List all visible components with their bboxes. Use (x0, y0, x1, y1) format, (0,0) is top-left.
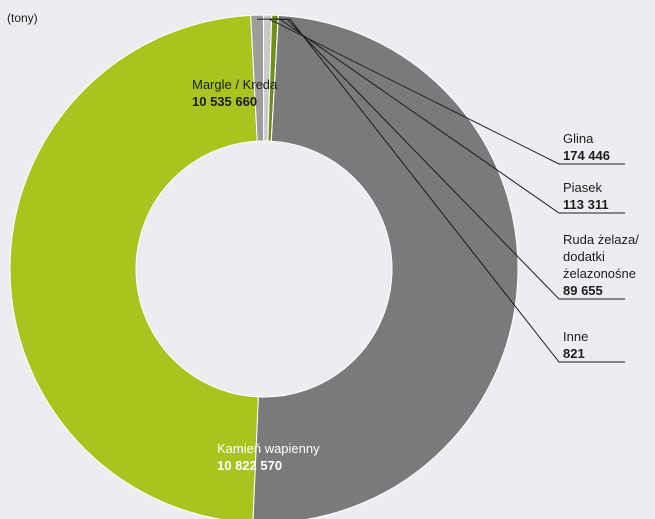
slice-label-name-1-0: Glina (563, 131, 594, 146)
slices-group (9, 14, 519, 519)
slice-label-name-2-0: Piasek (563, 180, 603, 195)
leader-line-4 (278, 18, 625, 363)
leader-line-2 (267, 18, 625, 214)
slice-label-name-3-2: żelazonośne (563, 266, 636, 281)
slice-5 (252, 14, 519, 519)
labels-group: Margle / Kreda 10 535 660 Kamień wapienny 1… (192, 77, 639, 473)
slice-label-value-2: 113 311 (563, 197, 609, 212)
slice-label-name-3-1: dodatki (563, 249, 605, 264)
leader-line-1 (257, 18, 625, 165)
slice-label-name-4-0: Inne (563, 329, 588, 344)
slice-label-value-4: 821 (563, 346, 585, 361)
slice-label-value-0: 10 535 660 (192, 94, 257, 109)
slice-label-value-5: 10 822 570 (217, 458, 282, 473)
leader-lines-group (257, 18, 625, 363)
slice-label-value-1: 174 446 (563, 148, 610, 163)
slice-0 (9, 14, 259, 519)
unit-label: (tony) (7, 11, 38, 25)
slice-label-name-5: Kamień wapienny (217, 441, 320, 456)
slice-label-value-3: 89 655 (563, 283, 603, 298)
slice-label-name-0: Margle / Kreda (192, 77, 278, 92)
donut-hole (136, 141, 392, 397)
slice-label-name-3-0: Ruda żelaza/ (563, 232, 639, 247)
